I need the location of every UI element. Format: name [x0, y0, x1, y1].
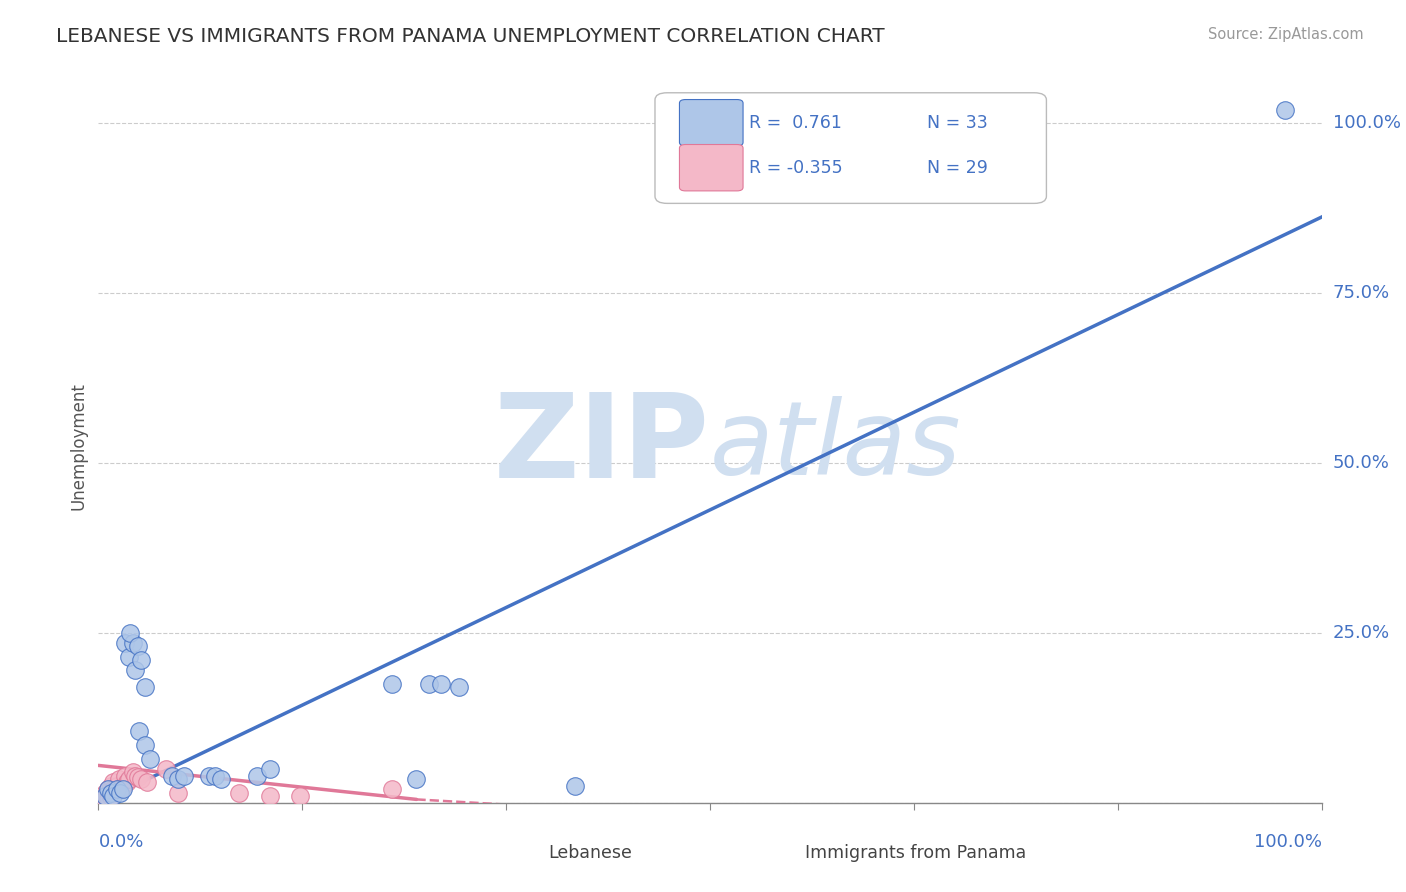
- FancyBboxPatch shape: [679, 100, 742, 146]
- Point: [118, 649, 141, 664]
- Point: [134, 680, 156, 694]
- Point: [204, 769, 226, 783]
- Point: [127, 640, 149, 654]
- Point: [134, 738, 156, 752]
- Point: [418, 677, 440, 691]
- Text: 75.0%: 75.0%: [1333, 284, 1391, 302]
- Point: [100, 779, 122, 793]
- Point: [115, 775, 138, 789]
- Text: Source: ZipAtlas.com: Source: ZipAtlas.com: [1208, 27, 1364, 42]
- Point: [155, 762, 177, 776]
- Point: [91, 789, 114, 803]
- Point: [108, 772, 131, 786]
- FancyBboxPatch shape: [742, 833, 797, 872]
- Point: [259, 789, 281, 803]
- Text: 25.0%: 25.0%: [1333, 624, 1391, 642]
- Point: [129, 653, 152, 667]
- Text: LEBANESE VS IMMIGRANTS FROM PANAMA UNEMPLOYMENT CORRELATION CHART: LEBANESE VS IMMIGRANTS FROM PANAMA UNEMP…: [56, 27, 884, 45]
- Text: R =  0.761: R = 0.761: [749, 114, 842, 132]
- Point: [228, 786, 250, 800]
- Point: [114, 769, 136, 783]
- Text: R = -0.355: R = -0.355: [749, 159, 842, 177]
- Point: [381, 677, 404, 691]
- Text: 100.0%: 100.0%: [1254, 833, 1322, 851]
- Point: [136, 775, 159, 789]
- Point: [111, 782, 134, 797]
- Point: [430, 677, 453, 691]
- Point: [101, 789, 124, 803]
- Text: 50.0%: 50.0%: [1333, 454, 1389, 472]
- Text: 100.0%: 100.0%: [1333, 114, 1400, 132]
- Point: [105, 782, 128, 797]
- Point: [564, 779, 586, 793]
- Point: [93, 789, 115, 803]
- Text: N = 29: N = 29: [927, 159, 987, 177]
- Point: [120, 626, 142, 640]
- FancyBboxPatch shape: [486, 833, 540, 872]
- Point: [91, 792, 114, 806]
- Point: [1274, 103, 1296, 117]
- Point: [111, 779, 134, 793]
- Point: [100, 786, 122, 800]
- Point: [121, 765, 143, 780]
- Point: [449, 680, 471, 694]
- Point: [124, 769, 146, 783]
- Point: [96, 789, 118, 803]
- Point: [97, 791, 120, 805]
- Point: [93, 786, 115, 800]
- Point: [97, 782, 120, 797]
- Point: [139, 751, 162, 765]
- Point: [259, 762, 281, 776]
- Point: [167, 786, 190, 800]
- Point: [114, 636, 136, 650]
- Point: [110, 782, 132, 797]
- Point: [121, 636, 143, 650]
- Point: [101, 775, 124, 789]
- Point: [381, 782, 404, 797]
- Point: [167, 772, 190, 786]
- Point: [124, 663, 146, 677]
- Point: [97, 782, 120, 797]
- Point: [94, 790, 117, 805]
- Point: [101, 782, 124, 797]
- Point: [128, 724, 150, 739]
- Point: [290, 789, 312, 803]
- Point: [118, 772, 141, 786]
- Point: [197, 769, 219, 783]
- Text: ZIP: ZIP: [494, 389, 710, 503]
- Point: [129, 772, 152, 786]
- Point: [110, 786, 132, 800]
- FancyBboxPatch shape: [679, 145, 742, 191]
- Text: Immigrants from Panama: Immigrants from Panama: [806, 844, 1026, 862]
- Text: N = 33: N = 33: [927, 114, 987, 132]
- FancyBboxPatch shape: [655, 93, 1046, 203]
- Text: Lebanese: Lebanese: [548, 844, 633, 862]
- Y-axis label: Unemployment: Unemployment: [69, 382, 87, 510]
- Point: [405, 772, 427, 786]
- Point: [160, 769, 183, 783]
- Point: [246, 769, 269, 783]
- Point: [105, 779, 128, 793]
- Point: [209, 772, 232, 786]
- Point: [100, 790, 122, 805]
- Point: [127, 770, 149, 784]
- Point: [173, 769, 195, 783]
- Text: 0.0%: 0.0%: [98, 833, 143, 851]
- Text: atlas: atlas: [710, 396, 962, 496]
